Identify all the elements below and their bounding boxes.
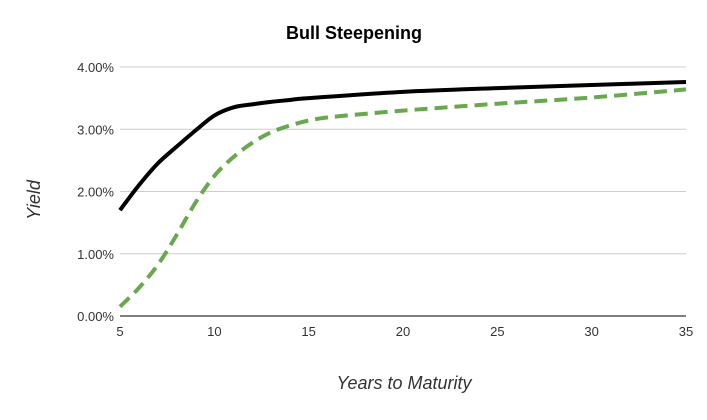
x-axis-title: Years to Maturity: [336, 373, 472, 393]
y-tick-label: 0.00%: [77, 309, 114, 324]
x-tick-label: 20: [396, 324, 410, 339]
y-axis-title: Yield: [24, 179, 44, 220]
x-tick-label: 10: [207, 324, 221, 339]
gridlines: [120, 66, 686, 255]
chart-title: Bull Steepening: [286, 23, 422, 43]
series-lines: [118, 79, 687, 309]
y-tick-label: 1.00%: [77, 247, 114, 262]
x-tick-labels: 5 10 15 20 25 30 35: [116, 324, 693, 339]
x-tick-label: 25: [490, 324, 504, 339]
series-line-solid: [118, 79, 687, 212]
y-tick-label: 2.00%: [77, 185, 114, 200]
x-tick-label: 35: [679, 324, 693, 339]
y-tick-label: 3.00%: [77, 122, 114, 137]
x-tick-label: 15: [301, 324, 315, 339]
x-tick-label: 30: [584, 324, 598, 339]
y-tick-labels: 0.00% 1.00% 2.00% 3.00% 4.00%: [77, 60, 114, 324]
x-tick-label: 5: [116, 324, 123, 339]
y-tick-label: 4.00%: [77, 60, 114, 75]
series-line-dashed: [118, 87, 687, 309]
